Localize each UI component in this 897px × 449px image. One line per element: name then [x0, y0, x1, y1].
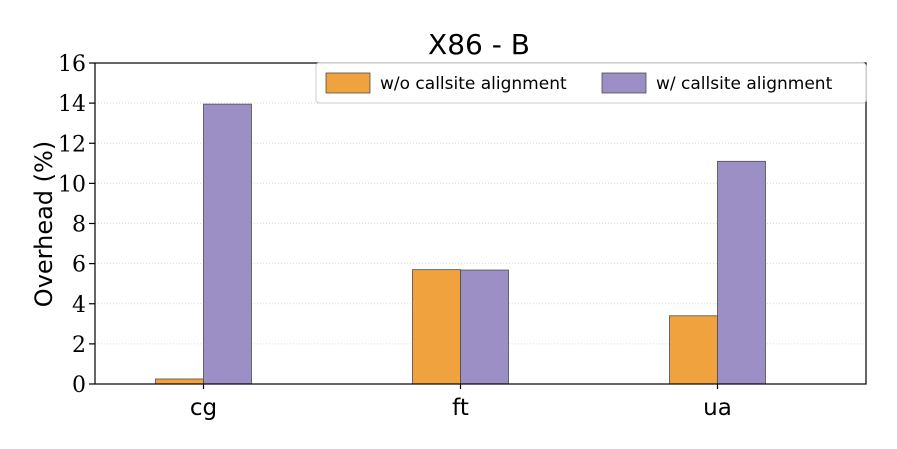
y-axis-label: Overhead (%): [30, 141, 58, 307]
x-tick-label: ua: [703, 395, 732, 421]
y-tick-label: 14: [58, 92, 86, 117]
y-tick-label: 12: [58, 132, 86, 157]
bar-ft-series-1: [460, 269, 509, 385]
y-tick-label: 0: [72, 373, 86, 398]
y-tick-label: 6: [72, 253, 86, 278]
y-tick-label: 16: [58, 52, 86, 77]
legend-swatch-0: [325, 72, 371, 94]
x-tick-label: cg: [190, 395, 217, 421]
legend-box: [315, 62, 867, 104]
x-tick-label: ft: [452, 395, 469, 421]
bars: [155, 103, 766, 385]
legend-label-1: w/ callsite alignment: [656, 74, 833, 94]
legend-label-0: w/o callsite alignment: [380, 74, 567, 94]
axis-ticks: 0 2 4 6 8 10 12 14 16 cg ft ua: [58, 52, 732, 421]
y-tick-label: 4: [72, 293, 86, 318]
legend: w/o callsite alignment w/ callsite alignm…: [315, 62, 867, 104]
y-tick-label: 10: [58, 172, 86, 197]
y-tick-label: 2: [72, 333, 86, 358]
y-tick-label: 8: [72, 213, 86, 238]
bar-cg-series-1: [203, 103, 252, 385]
bar-ft-series-0: [412, 269, 461, 385]
bar-cg-series-0: [155, 378, 204, 385]
bar-ua-series-1: [717, 160, 766, 385]
chart-title: X86 - B: [428, 28, 530, 61]
bar-ua-series-0: [669, 315, 718, 385]
legend-swatch-1: [601, 72, 647, 94]
